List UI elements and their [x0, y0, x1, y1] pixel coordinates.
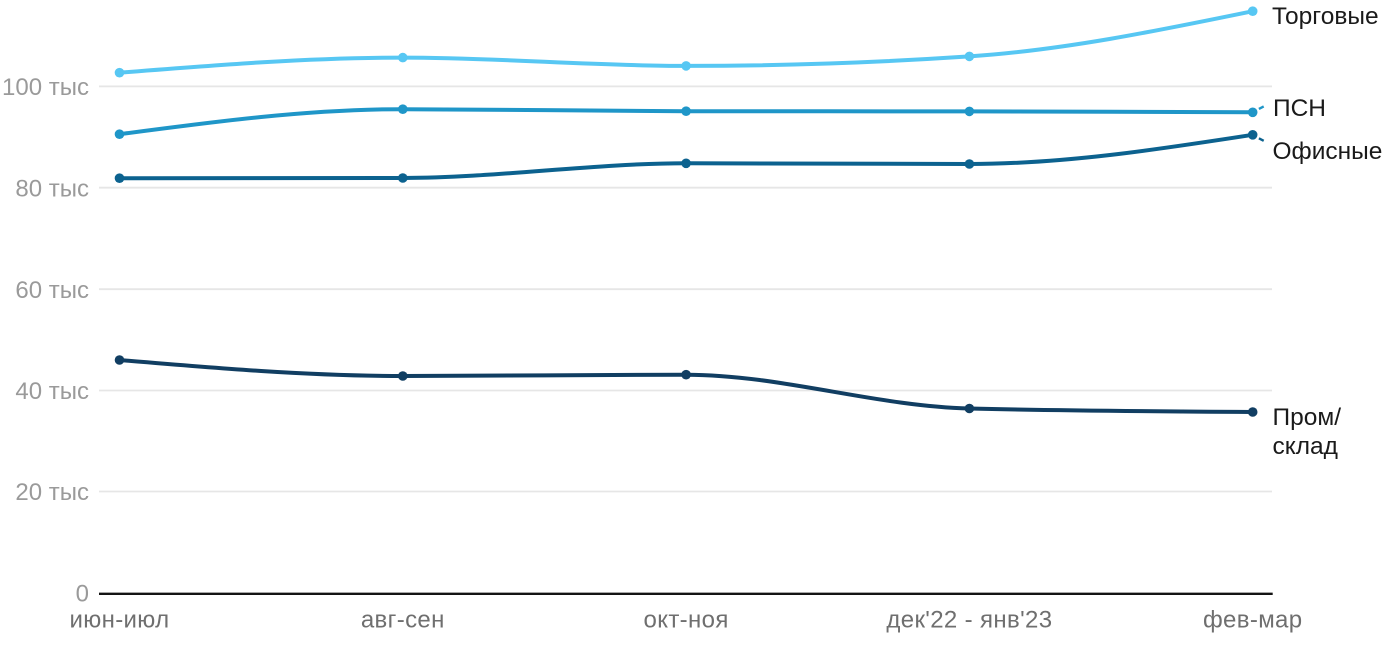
- svg-text:Офисные: Офисные: [1273, 138, 1383, 165]
- svg-text:ПСН: ПСН: [1273, 95, 1326, 122]
- svg-text:авг-сен: авг-сен: [361, 607, 445, 634]
- svg-text:100 тыс: 100 тыс: [2, 74, 89, 101]
- svg-text:80 тыс: 80 тыс: [15, 175, 89, 202]
- svg-text:0: 0: [76, 581, 89, 608]
- svg-text:дек'22 - янв'23: дек'22 - янв'23: [886, 607, 1052, 634]
- svg-text:40 тыс: 40 тыс: [15, 378, 89, 405]
- svg-text:окт-ноя: окт-ноя: [644, 607, 729, 634]
- svg-text:июн-июл: июн-июл: [70, 607, 170, 634]
- svg-text:Пром/: Пром/: [1273, 404, 1342, 431]
- svg-text:20 тыс: 20 тыс: [15, 479, 89, 506]
- svg-text:фев-мар: фев-мар: [1203, 607, 1302, 634]
- svg-text:склад: склад: [1273, 433, 1338, 460]
- svg-text:Торговые: Торговые: [1272, 3, 1379, 30]
- svg-text:60 тыс: 60 тыс: [15, 277, 89, 304]
